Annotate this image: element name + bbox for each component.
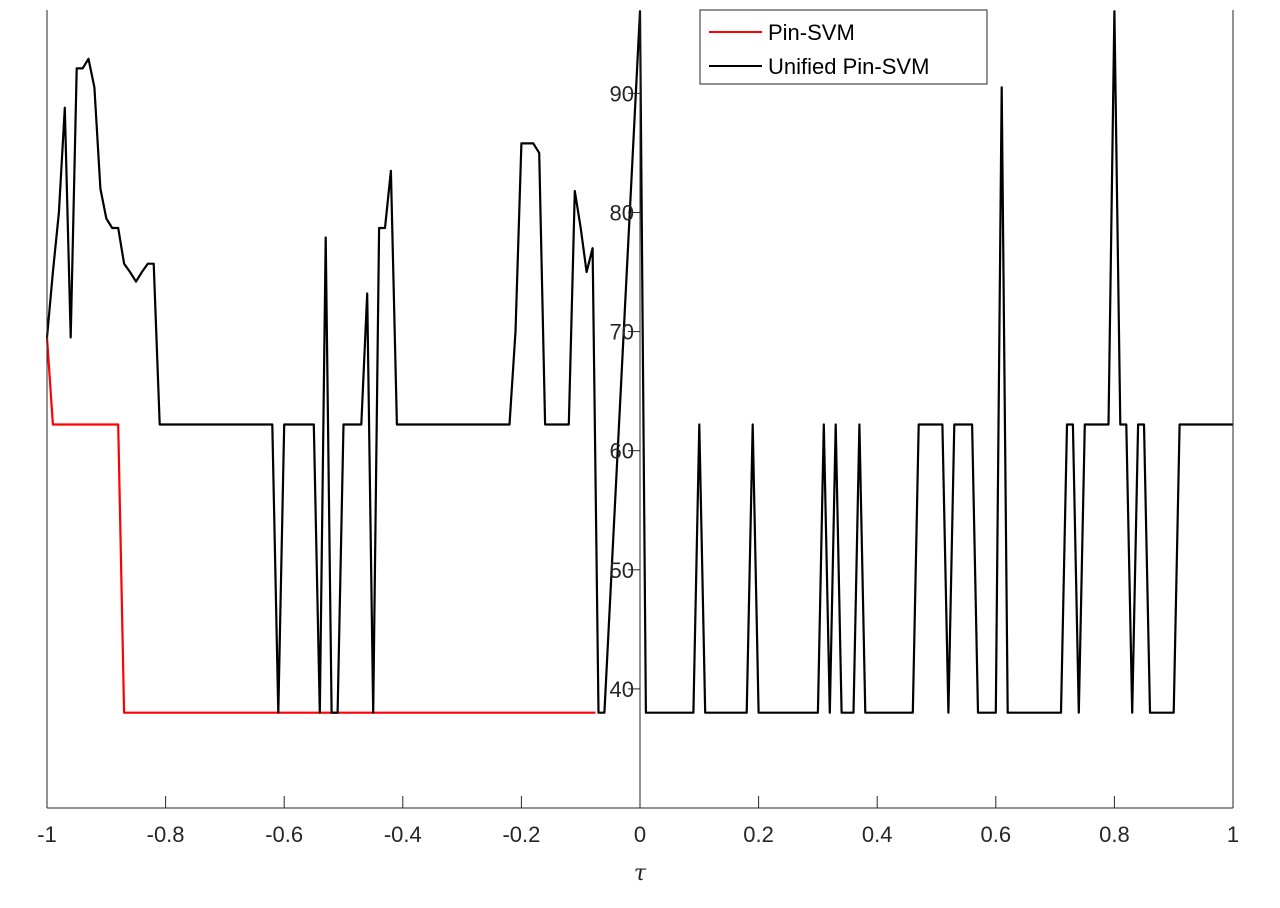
x-tick-label: 0.6 [981,822,1012,847]
y-tick-label: 40 [610,677,634,702]
x-tick-label: -0.4 [384,822,422,847]
x-tick-label: 0.4 [862,822,893,847]
series-line-unified-pin-svm [45,10,1233,714]
y-tick-label: 80 [610,200,634,225]
legend: Pin-SVM Unified Pin-SVM [699,9,988,85]
x-tick-label: 0.2 [743,822,774,847]
legend-label-pin-svm: Pin-SVM [768,20,855,45]
y-tick-label: 50 [610,558,634,583]
x-tick-label: -0.6 [265,822,303,847]
x-tick-label: 0 [634,822,646,847]
legend-label-unified-pin-svm: Unified Pin-SVM [768,54,929,79]
legend-box [699,9,988,85]
x-tick-label: 0.8 [1099,822,1130,847]
x-axis-title: τ [634,861,647,886]
series-line-pin-svm [45,337,596,714]
x-tick-label: -1 [37,822,57,847]
y-tick-label: 70 [610,320,634,345]
y-tick-label: 60 [610,439,634,464]
x-tick-label: -0.2 [502,822,540,847]
series-layer [45,10,1233,714]
x-tick-label: -0.8 [147,822,185,847]
tick-layer: -1 -0.8 -0.6 -0.4 -0.2 0 0.2 0.4 0.6 0.8 1 40 50 60 70… [37,81,1239,847]
x-tick-label: 1 [1227,822,1239,847]
y-tick-label: 90 [610,81,634,106]
